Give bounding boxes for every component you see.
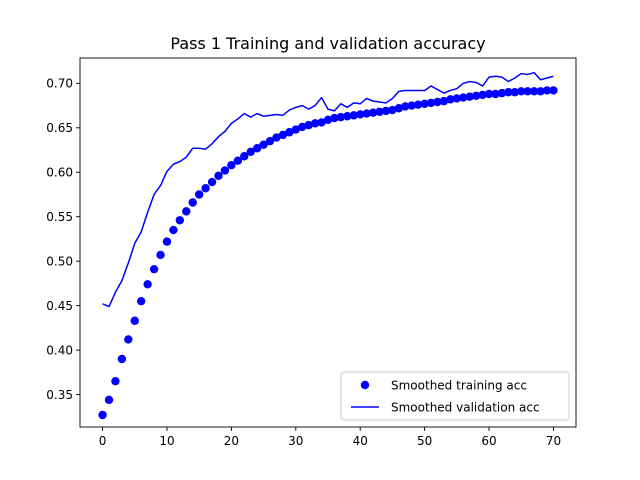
y-tick-label: 0.40: [46, 343, 73, 357]
training-acc-point: [246, 147, 255, 157]
training-acc-point: [452, 94, 462, 103]
training-acc-point: [439, 96, 449, 106]
training-acc-point: [117, 354, 127, 364]
training-acc-point: [220, 166, 230, 175]
training-acc-point: [491, 89, 500, 99]
training-acc-point: [426, 98, 436, 108]
training-acc-point: [98, 410, 107, 420]
training-acc-point: [388, 105, 397, 115]
training-acc-point: [368, 108, 378, 117]
validation-acc-line: [102, 71, 554, 308]
plot-area: [98, 71, 558, 420]
training-acc-point: [214, 171, 223, 181]
y-tick-label: 0.55: [46, 210, 73, 224]
legend-box: [340, 371, 570, 421]
training-acc-point: [446, 95, 455, 104]
training-acc-point: [169, 225, 178, 235]
y-tick-label: 0.70: [46, 77, 73, 91]
training-acc-point: [529, 87, 539, 96]
training-acc-point: [330, 113, 339, 123]
training-acc-point: [156, 250, 165, 260]
training-acc-point: [104, 395, 114, 405]
training-acc-point: [523, 87, 532, 96]
training-acc-point: [478, 90, 487, 100]
training-acc-point: [233, 156, 243, 165]
x-tick-label: 10: [159, 434, 174, 448]
training-acc-point: [194, 190, 204, 199]
axes-frame: [79, 57, 577, 428]
training-acc-point: [401, 102, 410, 111]
training-acc-point: [504, 88, 513, 97]
training-acc-point: [323, 115, 333, 125]
training-acc-point: [542, 86, 552, 95]
training-acc-point: [465, 92, 474, 101]
training-acc-point: [310, 119, 320, 128]
training-acc-point: [136, 296, 146, 306]
x-tick-label: 70: [546, 434, 561, 448]
training-acc-point: [278, 130, 288, 140]
training-acc-point: [265, 136, 275, 146]
chart-title: Pass 1 Training and validation accuracy: [170, 34, 485, 53]
training-acc-point: [336, 112, 346, 122]
training-acc-point: [175, 216, 185, 225]
training-acc-point: [381, 106, 391, 116]
training-acc-point: [298, 122, 307, 132]
training-acc-point: [394, 104, 404, 113]
training-acc-point: [182, 207, 191, 216]
x-tick-label: 50: [417, 434, 432, 448]
training-acc-point: [375, 107, 384, 116]
training-acc-point: [459, 93, 468, 102]
training-acc-point: [188, 198, 197, 207]
training-acc-point: [162, 237, 172, 246]
training-acc-point: [124, 335, 133, 344]
training-acc-point: [207, 177, 217, 187]
training-acc-point: [272, 133, 281, 142]
training-acc-point: [317, 118, 326, 127]
training-acc-point: [407, 101, 416, 110]
y-tick-label: 0.60: [46, 166, 73, 180]
training-acc-point: [343, 112, 352, 121]
training-acc-point: [471, 91, 481, 100]
training-acc-point: [510, 88, 520, 97]
training-acc-point: [143, 280, 152, 289]
training-acc-point: [356, 110, 365, 119]
legend-marker-swatch: [360, 380, 370, 390]
training-acc-point: [484, 89, 494, 99]
x-tick-label: 20: [224, 434, 239, 448]
training-acc-point: [111, 377, 120, 386]
training-acc-point: [362, 109, 371, 118]
training-acc-point: [285, 128, 294, 137]
training-acc-point: [536, 87, 545, 96]
training-acc-point: [252, 144, 262, 153]
training-acc-point: [259, 140, 268, 149]
x-tick-label: 60: [481, 434, 496, 448]
x-tick-label: 40: [353, 434, 368, 448]
training-acc-point: [291, 125, 300, 134]
y-tick-label: 0.50: [46, 254, 73, 268]
y-tick-label: 0.65: [46, 121, 73, 135]
legend-label: Smoothed training acc: [391, 378, 527, 392]
training-acc-point: [549, 86, 558, 95]
training-acc-point: [413, 100, 423, 109]
training-acc-point: [240, 152, 249, 161]
x-tick-label: 30: [288, 434, 303, 448]
training-acc-point: [227, 160, 236, 170]
training-acc-point: [201, 184, 210, 193]
training-acc-point: [517, 87, 526, 96]
training-acc-point: [130, 316, 139, 325]
training-acc-point: [497, 88, 507, 98]
training-acc-point: [420, 99, 429, 108]
legend-label: Smoothed validation acc: [391, 400, 540, 414]
y-tick-label: 0.45: [46, 299, 73, 313]
axes: 0 10 20 30 40 50 60 70 0.35 0.40 0.45 0.50 0.55 0.60 0…: [46, 57, 577, 448]
training-acc-point: [149, 264, 159, 274]
x-tick-label: 0: [99, 434, 107, 448]
training-acc-point: [349, 111, 358, 120]
training-acc-point: [433, 97, 442, 107]
legend: Smoothed training acc Smoothed validation…: [340, 371, 570, 421]
training-acc-point: [304, 120, 313, 130]
y-tick-label: 0.35: [46, 388, 73, 402]
